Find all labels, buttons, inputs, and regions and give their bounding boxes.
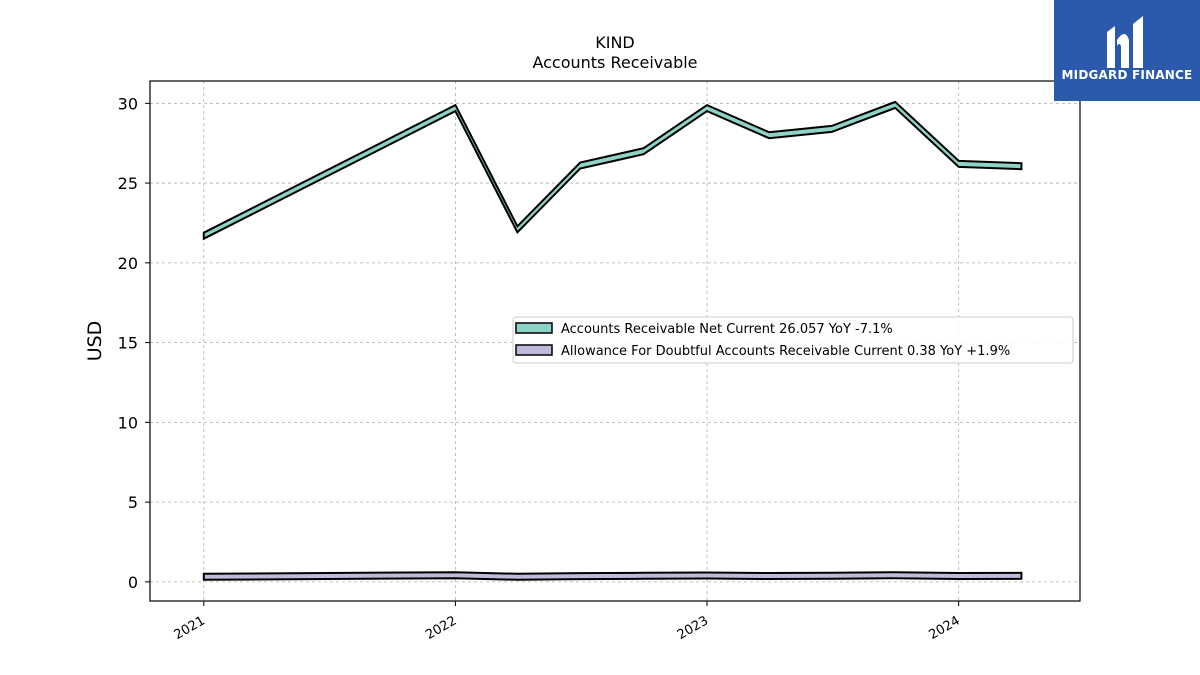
x-tick-label: 2022: [423, 613, 459, 643]
series-band-1: [202, 571, 1023, 581]
x-axis: 2021 2022 2023 2024: [172, 601, 963, 643]
chart-subtitle: Accounts Receivable: [532, 53, 697, 72]
brand-logo: MIDGARD FINANCE: [1054, 0, 1200, 101]
x-tick-label: 2023: [675, 613, 711, 643]
logo-mark-icon: [1107, 16, 1143, 68]
x-tick-label: 2021: [172, 613, 208, 643]
legend-box: [512, 316, 1074, 364]
series-layer: [202, 100, 1023, 581]
legend: Accounts Receivable Net Current 26.057 Y…: [512, 316, 1074, 364]
plot-frame: [149, 80, 1081, 602]
legend-swatch-allowance: [515, 344, 553, 356]
y-tick-label: 20: [118, 254, 138, 273]
x-tick-label: 2024: [927, 613, 963, 643]
legend-swatch-net-current: [515, 322, 553, 334]
legend-label-net-current: Accounts Receivable Net Current 26.057 Y…: [561, 322, 893, 337]
y-tick-label: 10: [118, 413, 138, 432]
y-tick-label: 0: [128, 573, 138, 592]
legend-label-allowance: Allowance For Doubtful Accounts Receivab…: [561, 344, 1010, 359]
y-tick-label: 15: [118, 334, 138, 353]
y-tick-label: 25: [118, 174, 138, 193]
series-band-0: [202, 100, 1023, 241]
y-tick-label: 5: [128, 493, 138, 512]
y-axis-label: USD: [84, 321, 106, 362]
chart-title: KIND: [595, 33, 635, 52]
y-axis: 0 5 10 15 20 25 30: [118, 94, 150, 592]
y-tick-label: 30: [118, 94, 138, 113]
logo-text: MIDGARD FINANCE: [1061, 68, 1193, 82]
